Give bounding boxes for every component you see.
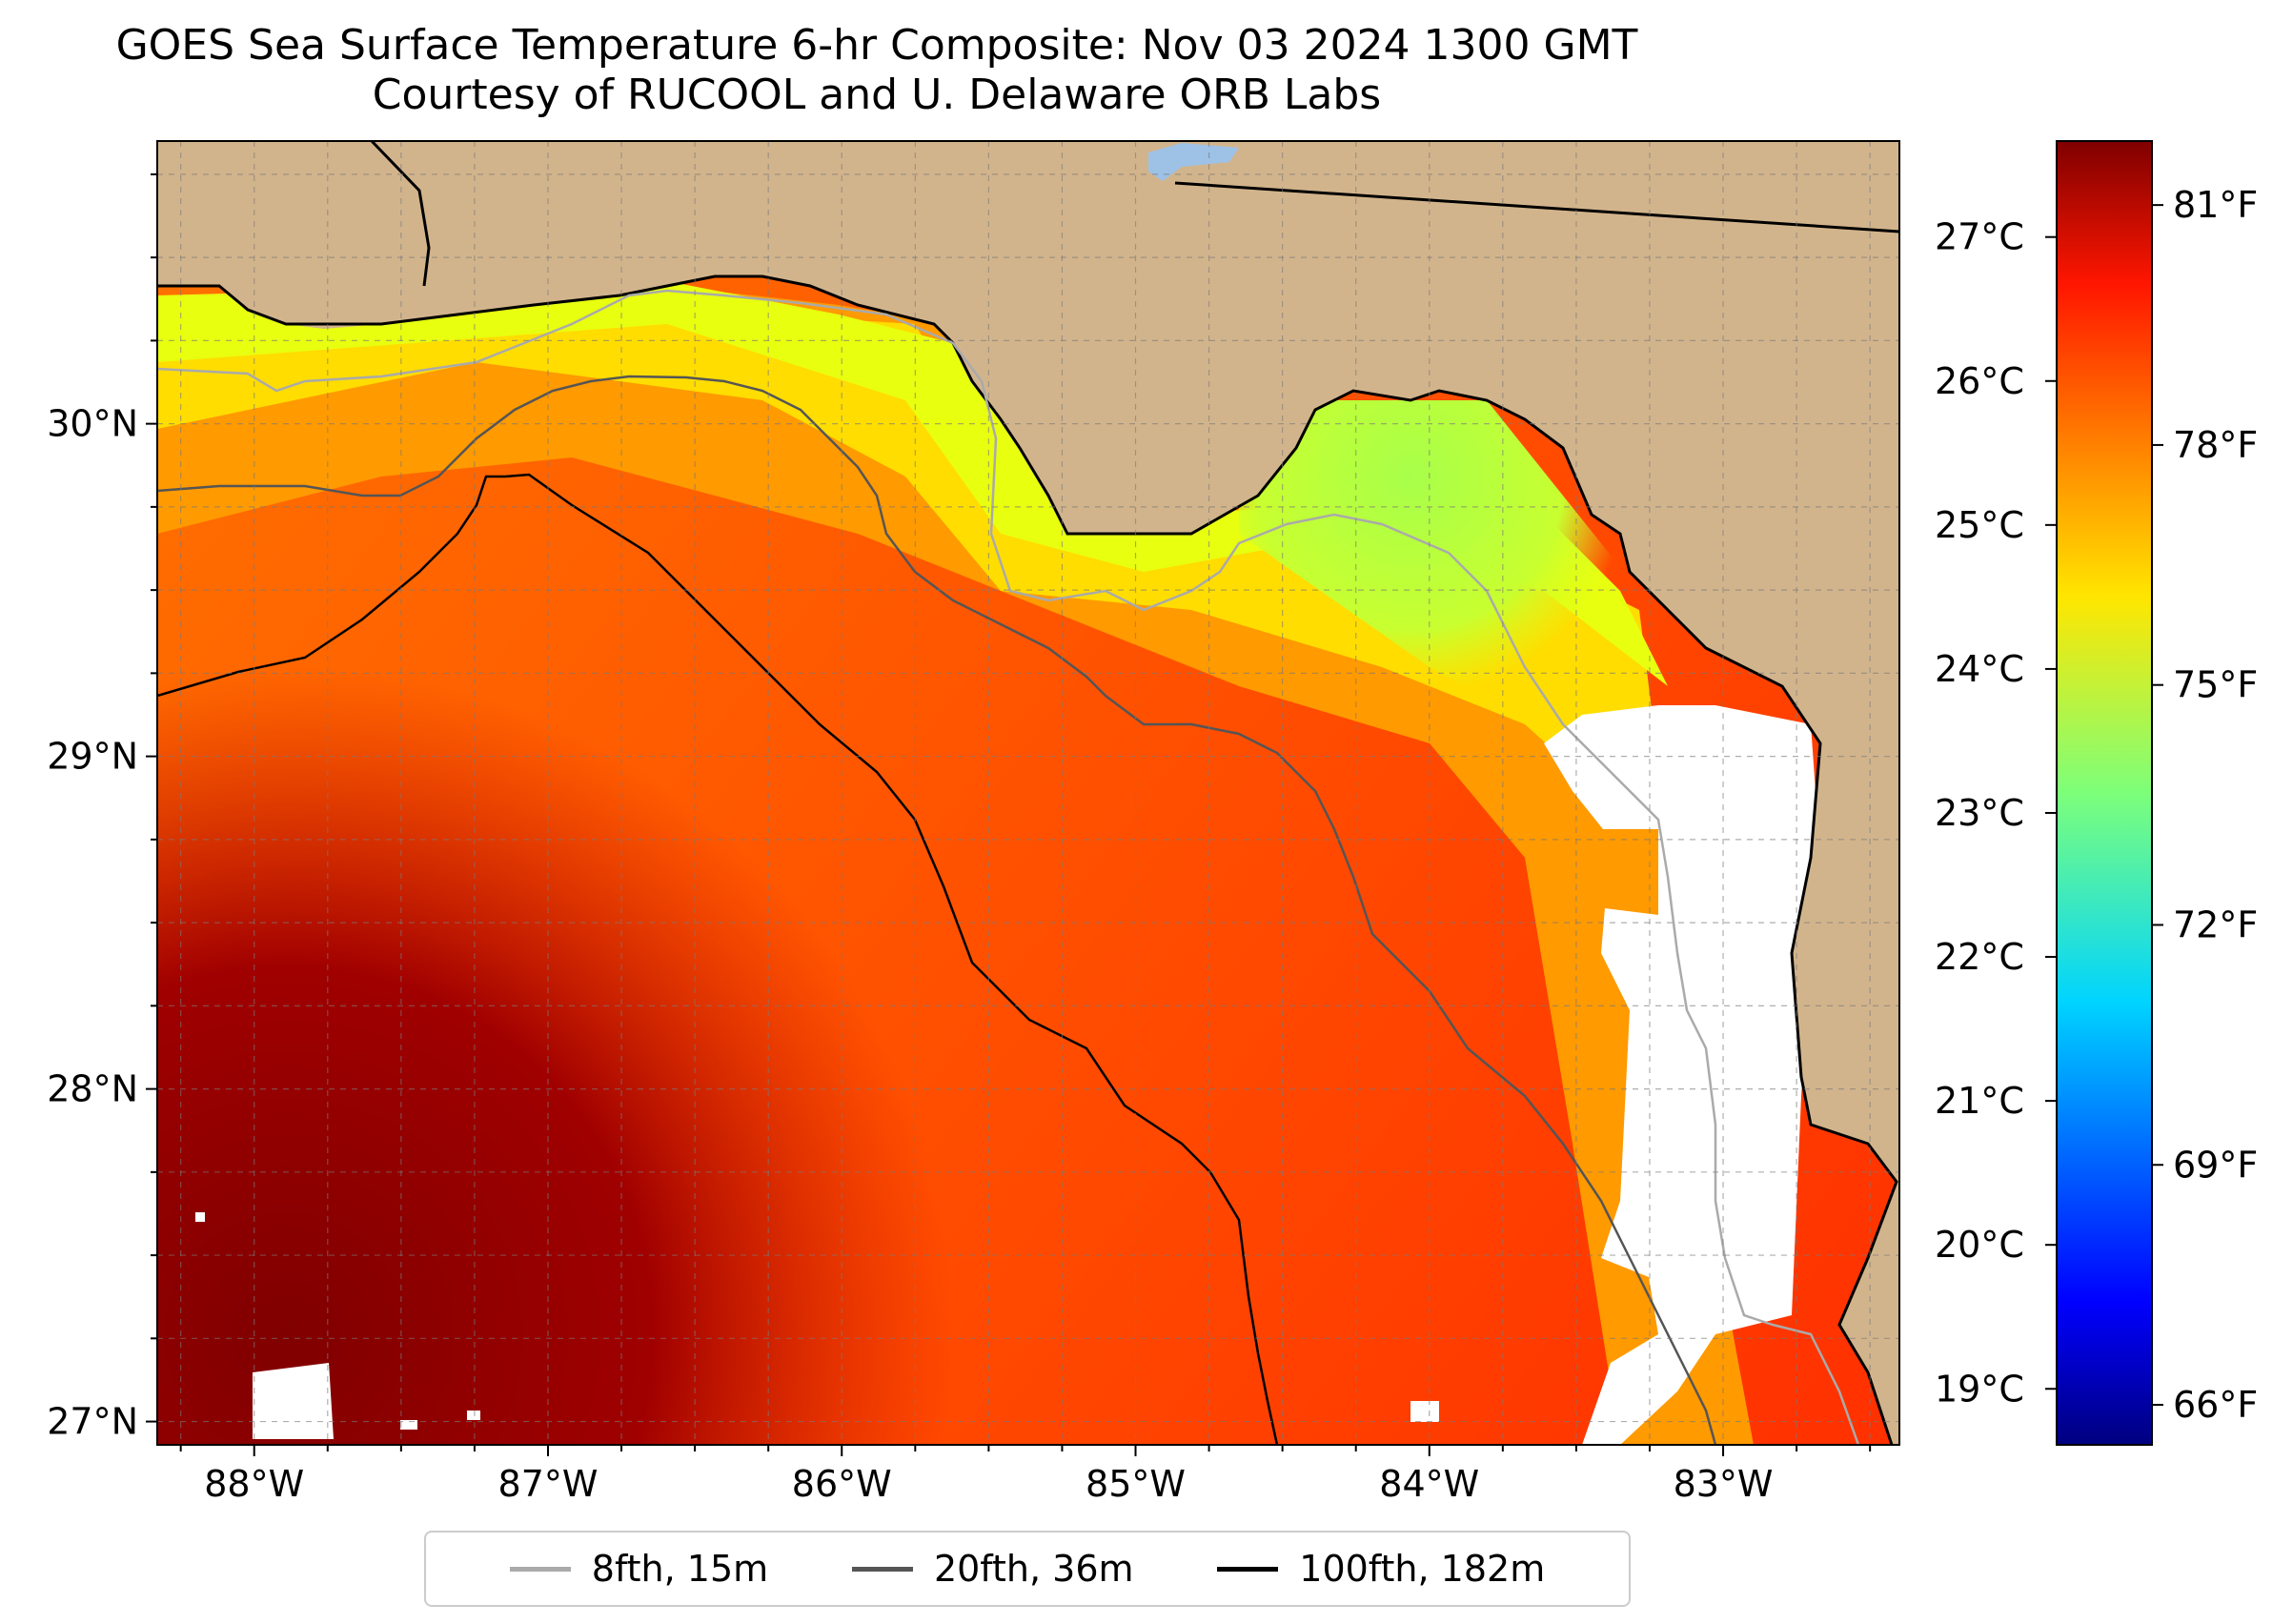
colorbar-f-label: 69°F	[2173, 1144, 2258, 1186]
lon-tick-label: 85°W	[1086, 1463, 1186, 1505]
colorbar	[2056, 140, 2153, 1446]
lat-tick-label: 27°N	[47, 1401, 138, 1443]
longitude-axis: 88°W 87°W 86°W 85°W 84°W 83°W	[179, 1445, 1872, 1505]
legend-label: 100fth, 182m	[1299, 1548, 1546, 1590]
latitude-axis: 27°N 28°N 29°N 30°N	[47, 173, 157, 1443]
legend-label: 20fth, 36m	[933, 1548, 1134, 1590]
state-border	[1174, 181, 1899, 233]
legend-swatch	[851, 1566, 913, 1572]
lon-tick-label: 86°W	[792, 1463, 892, 1505]
colorbar-celsius-ticks: 27°C 26°C 25°C 24°C 23°C 22°C 21°C 20°C 19°C	[1935, 216, 2057, 1410]
no-data-speck-3	[1410, 1401, 1439, 1422]
lat-tick-label: 28°N	[47, 1068, 138, 1110]
legend-entry: 8fth, 15m	[509, 1548, 769, 1590]
water-lake	[1148, 143, 1239, 181]
lon-tick-label: 87°W	[498, 1463, 599, 1505]
map-area	[157, 141, 1899, 1445]
legend-swatch	[1217, 1566, 1279, 1572]
lon-tick-label: 88°W	[204, 1463, 304, 1505]
lon-tick-label: 83°W	[1674, 1463, 1774, 1505]
colorbar-c-label: 25°C	[1935, 504, 2024, 546]
colorbar-c-label: 19°C	[1935, 1368, 2024, 1410]
land-north	[157, 141, 1899, 1445]
isobath-20fth	[157, 375, 1717, 1445]
isobath-8fth	[157, 289, 1860, 1445]
colorbar-f-label: 66°F	[2173, 1384, 2258, 1426]
gridlines	[157, 141, 1899, 1445]
colorbar-f-label: 81°F	[2173, 184, 2258, 226]
sst-green-patch	[1239, 400, 1639, 782]
colorbar-c-label: 24°C	[1935, 648, 2024, 690]
lon-tick-label: 84°W	[1379, 1463, 1479, 1505]
no-data-speck-2	[467, 1411, 480, 1420]
lat-tick-label: 29°N	[47, 736, 138, 778]
colorbar-f-label: 72°F	[2173, 903, 2258, 945]
border-inland	[370, 141, 431, 287]
colorbar-c-label: 23°C	[1935, 792, 2024, 834]
colorbar-c-label: 21°C	[1935, 1080, 2024, 1122]
legend-label: 8fth, 15m	[591, 1548, 769, 1590]
coastline	[157, 274, 1898, 1445]
colorbar-fahrenheit-ticks: 81°F 78°F 75°F 72°F 69°F 66°F	[2152, 184, 2258, 1426]
lat-tick-label: 30°N	[47, 403, 138, 445]
legend-entry: 100fth, 182m	[1217, 1548, 1545, 1590]
title-line-2: Courtesy of RUCOOL and U. Delaware ORB L…	[372, 71, 1382, 119]
colorbar-c-label: 20°C	[1935, 1224, 2024, 1266]
isobath-legend: 8fth, 15m 20fth, 36m 100fth, 182m	[424, 1531, 1631, 1607]
colorbar-c-label: 26°C	[1935, 360, 2024, 402]
no-data-east-patch	[1582, 829, 1658, 915]
chart-title: GOES Sea Surface Temperature 6-hr Compos…	[0, 21, 1754, 120]
colorbar-c-label: 22°C	[1935, 936, 2024, 978]
colorbar-c-label: 27°C	[1935, 216, 2024, 258]
title-line-1: GOES Sea Surface Temperature 6-hr Compos…	[115, 21, 1638, 70]
no-data-southwest	[253, 1363, 334, 1439]
colorbar-f-label: 75°F	[2173, 664, 2258, 706]
colorbar-f-label: 78°F	[2173, 424, 2258, 466]
map-frame	[156, 140, 1900, 1446]
isobath-100fth	[157, 473, 1279, 1445]
no-data-speck-4	[195, 1212, 205, 1222]
legend-swatch	[509, 1566, 571, 1572]
no-data-speck-1	[400, 1420, 417, 1430]
legend-entry: 20fth, 36m	[851, 1548, 1134, 1590]
